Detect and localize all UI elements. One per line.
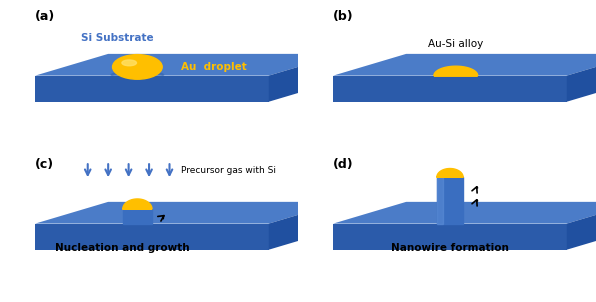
Polygon shape: [434, 66, 478, 76]
Polygon shape: [35, 202, 342, 223]
Text: Au  droplet: Au droplet: [181, 62, 247, 72]
Polygon shape: [35, 223, 269, 250]
Bar: [123, 209, 152, 223]
Bar: [437, 177, 463, 223]
Polygon shape: [269, 202, 342, 250]
Text: (d): (d): [333, 158, 354, 171]
Text: Au-Si alloy: Au-Si alloy: [428, 39, 483, 49]
Text: Nucleation and growth: Nucleation and growth: [55, 243, 190, 253]
Polygon shape: [269, 54, 342, 102]
Text: (b): (b): [333, 10, 354, 23]
Text: (c): (c): [35, 158, 54, 171]
Ellipse shape: [122, 60, 136, 66]
Ellipse shape: [111, 71, 164, 79]
Polygon shape: [333, 202, 596, 223]
Polygon shape: [567, 202, 596, 250]
Polygon shape: [437, 169, 463, 177]
Text: Nanowire formation: Nanowire formation: [391, 243, 509, 253]
Text: Si Substrate: Si Substrate: [80, 33, 153, 43]
Polygon shape: [333, 76, 567, 102]
Text: Precursor gas with Si: Precursor gas with Si: [181, 166, 276, 175]
Polygon shape: [333, 223, 567, 250]
Polygon shape: [567, 54, 596, 102]
Polygon shape: [123, 199, 152, 209]
Polygon shape: [35, 76, 269, 102]
Bar: [437, 177, 443, 223]
Polygon shape: [333, 54, 596, 76]
Polygon shape: [35, 54, 342, 76]
Ellipse shape: [113, 55, 162, 79]
Text: (a): (a): [35, 10, 55, 23]
